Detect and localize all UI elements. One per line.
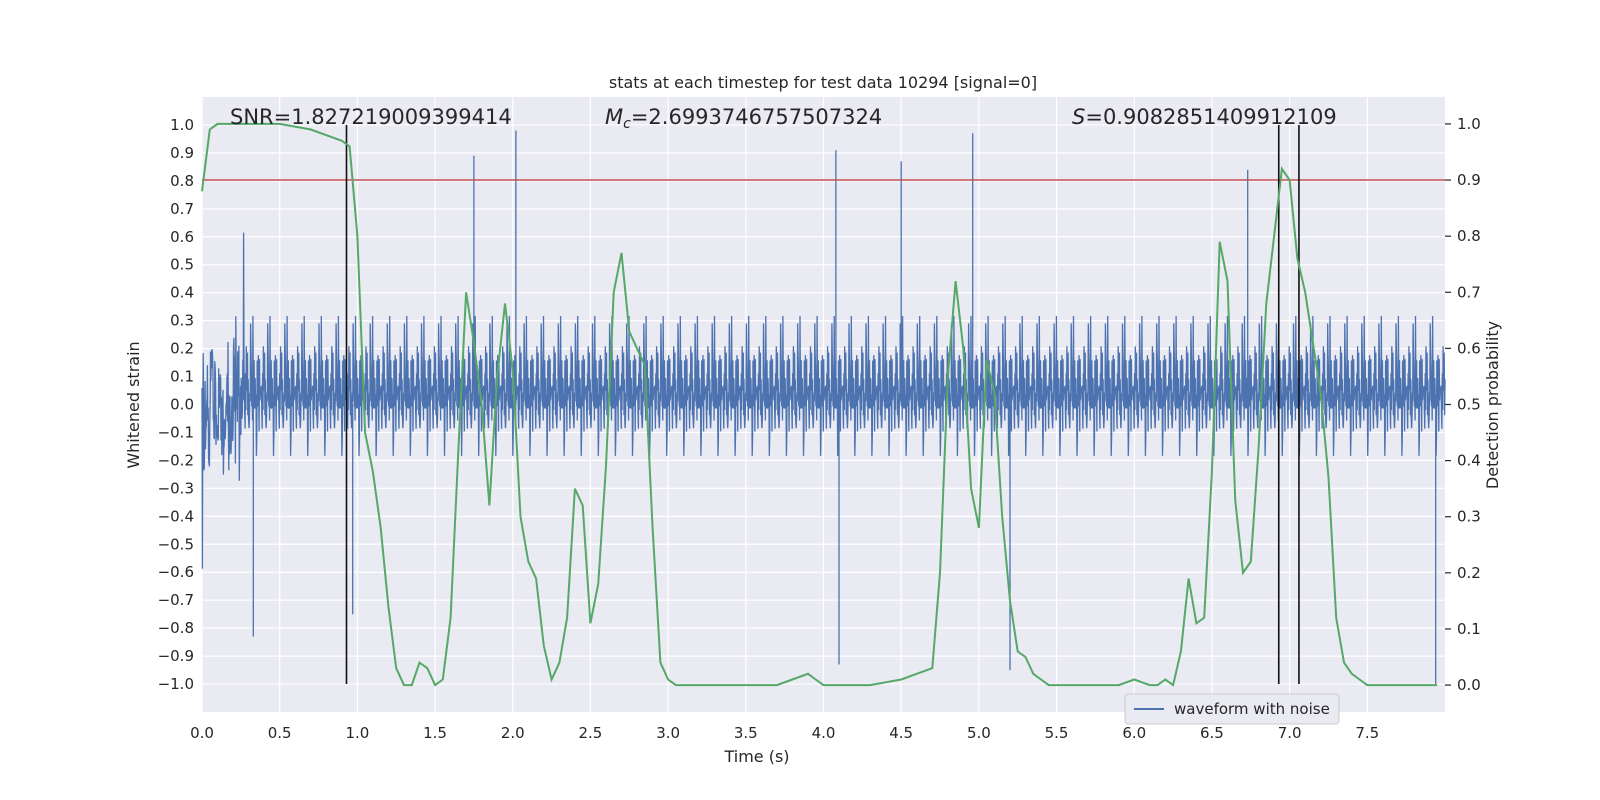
y-axis-label: Whitened strain: [124, 341, 143, 468]
vertical-markers: [345, 124, 1300, 685]
s-symbol: S: [1072, 105, 1085, 129]
snr-annotation: SNR=1.827219009399414: [230, 105, 512, 129]
x-axis-label: Time (s): [723, 747, 789, 766]
x-tick-label: 4.5: [889, 724, 913, 742]
y-tick-label: 0.5: [170, 256, 194, 274]
right-y-tick-label: 0.7: [1457, 283, 1481, 301]
y-tick-label: 0.6: [170, 228, 194, 246]
y-tick-label: −1.0: [158, 675, 194, 693]
legend: waveform with noise: [1124, 693, 1340, 725]
y-tick-label: −0.9: [158, 647, 194, 665]
x-axis-ticks: 0.0 0.5 1.0 1.5 2.0 2.5 3.0 3.5 4.0 4.5 5.0 5.5 6.0 6…: [190, 724, 1379, 742]
y-tick-label: −0.5: [158, 535, 194, 553]
y-tick-label: 0.7: [170, 200, 194, 218]
detection-probability-line: [201, 122, 1438, 687]
chirp-mass-value: =2.6993746757507324: [631, 105, 882, 129]
y-tick-label: −0.8: [158, 619, 194, 637]
right-y-tick-label: 0.5: [1457, 396, 1481, 414]
y-tick-label: −0.4: [158, 507, 194, 525]
x-tick-label: 0.5: [268, 724, 292, 742]
y-tick-label: 0.0: [170, 396, 194, 414]
y-tick-label: 0.1: [170, 368, 194, 386]
x-tick-label: 3.5: [734, 724, 758, 742]
right-y-axis-label: Detection probability: [1483, 321, 1502, 489]
s-value: =0.9082851409912109: [1085, 105, 1336, 129]
x-tick-label: 6.0: [1122, 724, 1146, 742]
right-y-tick-label: 1.0: [1457, 115, 1481, 133]
x-tick-label: 0.0: [190, 724, 214, 742]
x-tick-label: 5.5: [1045, 724, 1069, 742]
right-y-tick-label: 0.8: [1457, 227, 1481, 245]
x-tick-label: 1.5: [423, 724, 447, 742]
right-y-tick-label: 0.0: [1457, 676, 1481, 694]
x-tick-label: 4.0: [812, 724, 836, 742]
y-axis-ticks: 1.0 0.9 0.8 0.7 0.6 0.5 0.4 0.3 0.2 0.1 0.0 −0.1 −0.…: [158, 116, 194, 693]
right-y-axis-ticks: 1.0 0.9 0.8 0.7 0.6 0.5 0.4 0.3 0.2 0.1 0.0: [1445, 115, 1481, 694]
y-tick-label: −0.2: [158, 451, 194, 469]
legend-box: [1124, 693, 1340, 725]
legend-entry: waveform with noise: [1174, 700, 1330, 718]
right-y-tick-label: 0.9: [1457, 171, 1481, 189]
waveform-line: [201, 130, 1446, 684]
y-tick-label: 0.9: [170, 144, 194, 162]
x-tick-label: 6.5: [1200, 724, 1224, 742]
x-tick-label: 2.0: [501, 724, 525, 742]
x-tick-label: 5.0: [967, 724, 991, 742]
y-tick-label: 0.2: [170, 340, 194, 358]
right-y-tick-label: 0.1: [1457, 620, 1481, 638]
y-tick-label: −0.7: [158, 591, 194, 609]
right-y-tick-label: 0.2: [1457, 564, 1481, 582]
y-tick-label: −0.6: [158, 563, 194, 581]
chart-title: stats at each timestep for test data 102…: [609, 73, 1037, 92]
x-tick-label: 7.5: [1355, 724, 1379, 742]
s-annotation: S=0.9082851409912109: [1072, 105, 1337, 129]
right-y-tick-label: 0.4: [1457, 452, 1481, 470]
x-tick-label: 3.0: [656, 724, 680, 742]
chirp-mass-subscript: c: [623, 116, 631, 132]
chirp-mass-annotation: Mc=2.6993746757507324: [605, 105, 882, 132]
x-tick-label: 1.0: [345, 724, 369, 742]
y-tick-label: 1.0: [170, 116, 194, 134]
x-tick-label: 2.5: [579, 724, 603, 742]
right-y-tick-label: 0.3: [1457, 508, 1481, 526]
y-tick-label: 0.8: [170, 172, 194, 190]
right-y-tick-label: 0.6: [1457, 339, 1481, 357]
y-tick-label: 0.4: [170, 284, 194, 302]
y-tick-label: −0.1: [158, 423, 194, 441]
chirp-mass-symbol: M: [605, 105, 623, 129]
x-tick-label: 7.0: [1278, 724, 1302, 742]
waveform-with-noise-series: [201, 130, 1446, 684]
y-tick-label: 0.3: [170, 312, 194, 330]
y-tick-label: −0.3: [158, 479, 194, 497]
